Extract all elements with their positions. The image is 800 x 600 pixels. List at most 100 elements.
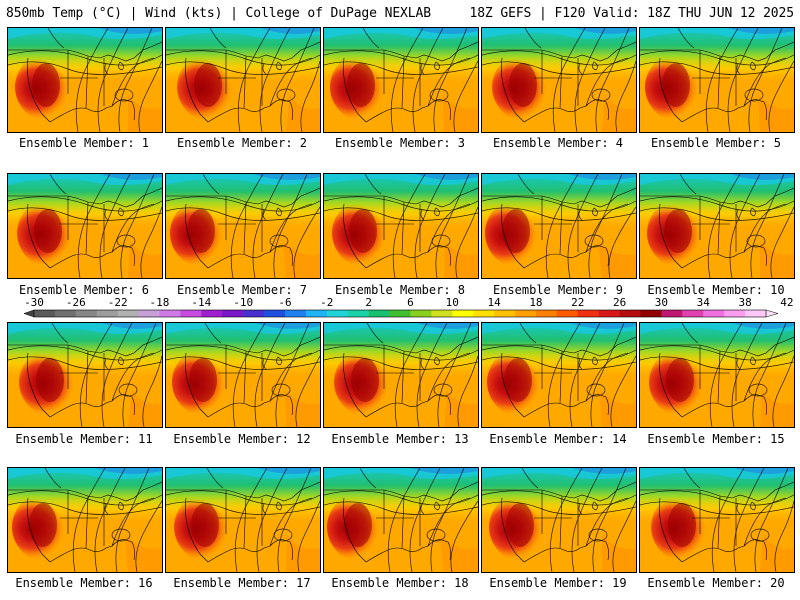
colorbar-swatch — [347, 310, 369, 317]
colorbar-swatch — [431, 310, 453, 317]
colorbar-tick-label: 26 — [613, 296, 626, 309]
colorbar-swatch — [96, 310, 118, 317]
colorbar-max-arrow — [765, 309, 779, 318]
colorbar-tick-label: 38 — [738, 296, 751, 309]
colorbar-swatch — [138, 310, 160, 317]
ensemble-member-label: Ensemble Member: 10 — [647, 283, 785, 297]
ensemble-map-panel-3 — [323, 27, 479, 133]
colorbar-swatch — [117, 310, 139, 317]
colorbar-swatch — [180, 310, 202, 317]
ensemble-map-panel-12 — [165, 322, 321, 428]
colorbar-swatch — [243, 310, 265, 317]
colorbar-swatch — [326, 310, 349, 317]
ensemble-member-label: Ensemble Member: 18 — [331, 576, 469, 590]
temperature-colorbar: -30 -26 -22 -18 -14 -10 -6 -2 2 6 10 14 18 22 26 30 34 38… — [23, 296, 794, 318]
ensemble-map-panel-13 — [323, 322, 479, 428]
colorbar-swatch — [577, 310, 599, 317]
ensemble-member-label: Ensemble Member: 2 — [176, 136, 308, 150]
colorbar-tick-label: -18 — [150, 296, 170, 309]
ensemble-map-panel-17 — [165, 467, 321, 573]
ensemble-member-label: Ensemble Member: 6 — [18, 283, 150, 297]
ensemble-member-label: Ensemble Member: 17 — [173, 576, 311, 590]
colorbar-tick-label: 42 — [780, 296, 793, 309]
ensemble-member-label: Ensemble Member: 1 — [18, 136, 150, 150]
colorbar-swatch — [745, 310, 767, 317]
colorbar-swatch — [305, 310, 328, 317]
colorbar-swatch — [494, 310, 516, 317]
ensemble-member-label: Ensemble Member: 7 — [176, 283, 308, 297]
colorbar-tick-label: 18 — [529, 296, 542, 309]
ensemble-map-panel-16 — [7, 467, 163, 573]
ensemble-member-label: Ensemble Member: 4 — [492, 136, 624, 150]
colorbar-tick-label: -14 — [191, 296, 211, 309]
ensemble-member-label: Ensemble Member: 13 — [331, 432, 469, 446]
colorbar-tick-label: 10 — [446, 296, 459, 309]
colorbar-swatch — [661, 310, 683, 317]
ensemble-map-panel-2 — [165, 27, 321, 133]
ensemble-map-panel-19 — [481, 467, 637, 573]
colorbar-tick-label: 2 — [365, 296, 372, 309]
colorbar-swatch — [201, 310, 223, 317]
colorbar-swatch — [410, 310, 432, 317]
ensemble-map-panel-11 — [7, 322, 163, 428]
colorbar-swatch — [222, 310, 244, 317]
ensemble-member-label: Ensemble Member: 12 — [173, 432, 311, 446]
ensemble-map-panel-8 — [323, 173, 479, 279]
ensemble-member-label: Ensemble Member: 14 — [489, 432, 627, 446]
colorbar-tick-label: 6 — [407, 296, 414, 309]
colorbar-tick-label: -10 — [233, 296, 253, 309]
ensemble-map-panel-20 — [639, 467, 795, 573]
colorbar-tick-label: -22 — [108, 296, 128, 309]
colorbar-swatch — [556, 310, 579, 317]
ensemble-member-label: Ensemble Member: 8 — [334, 283, 466, 297]
colorbar-swatch — [54, 310, 77, 317]
colorbar-outline — [33, 309, 767, 318]
ensemble-map-panel-4 — [481, 27, 637, 133]
ensemble-map-panel-9 — [481, 173, 637, 279]
colorbar-swatch — [619, 310, 641, 317]
ensemble-map-panel-1 — [7, 27, 163, 133]
ensemble-map-panel-14 — [481, 322, 637, 428]
ensemble-map-panel-15 — [639, 322, 795, 428]
ensemble-member-label: Ensemble Member: 3 — [334, 136, 466, 150]
colorbar-swatch — [159, 310, 181, 317]
colorbar-swatch — [75, 310, 98, 317]
colorbar-tick-label: -6 — [278, 296, 291, 309]
colorbar-tick-label: -26 — [66, 296, 86, 309]
ensemble-map-panel-18 — [323, 467, 479, 573]
ensemble-member-label: Ensemble Member: 19 — [489, 576, 627, 590]
ensemble-map-panel-6 — [7, 173, 163, 279]
colorbar-tick-label: 30 — [655, 296, 668, 309]
colorbar-swatch — [452, 310, 474, 317]
colorbar-tick-label: -2 — [320, 296, 333, 309]
colorbar-swatch — [34, 310, 56, 317]
model-valid-time: 18Z GEFS | F120 Valid: 18Z THU JUN 12 20… — [469, 6, 794, 21]
ensemble-member-label: Ensemble Member: 11 — [15, 432, 153, 446]
colorbar-min-arrow — [23, 309, 35, 318]
colorbar-swatch — [640, 310, 662, 317]
colorbar-swatch — [682, 310, 704, 317]
ensemble-map-panel-5 — [639, 27, 795, 133]
ensemble-member-label: Ensemble Member: 16 — [15, 576, 153, 590]
colorbar-swatch — [284, 310, 307, 317]
map-title: 850mb Temp (°C) | Wind (kts) | College o… — [6, 6, 431, 21]
ensemble-map-panel-7 — [165, 173, 321, 279]
ensemble-member-label: Ensemble Member: 9 — [492, 283, 624, 297]
colorbar-swatch — [389, 310, 411, 317]
colorbar-swatch — [598, 310, 620, 317]
colorbar-swatch — [724, 310, 746, 317]
colorbar-swatch — [515, 310, 537, 317]
colorbar-swatch — [473, 310, 495, 317]
colorbar-swatch — [703, 310, 725, 317]
colorbar-swatch — [264, 310, 286, 317]
colorbar-tick-label: 22 — [571, 296, 584, 309]
ensemble-map-panel-10 — [639, 173, 795, 279]
ensemble-member-label: Ensemble Member: 5 — [650, 136, 782, 150]
colorbar-swatch — [535, 310, 558, 317]
ensemble-member-label: Ensemble Member: 15 — [647, 432, 785, 446]
colorbar-swatch — [368, 310, 390, 317]
ensemble-member-label: Ensemble Member: 20 — [647, 576, 785, 590]
colorbar-tick-label: -30 — [24, 296, 44, 309]
colorbar-tick-label: 14 — [487, 296, 501, 309]
colorbar-tick-label: 34 — [697, 296, 711, 309]
